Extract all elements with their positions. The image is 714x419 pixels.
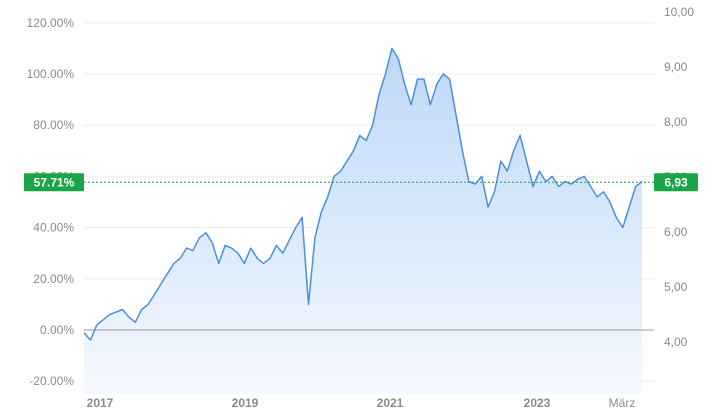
current-percent-badge	[24, 173, 84, 192]
y2-tick-label: 6,00	[664, 225, 688, 239]
y-tick-label: 100.00%	[27, 67, 75, 81]
y-tick-label: 20.00%	[33, 272, 74, 286]
y2-tick-label: 4,00	[664, 335, 688, 349]
series-line	[83, 47, 643, 341]
y-tick-label: -20.00%	[29, 374, 74, 388]
y2-tick-label: 10,00	[664, 5, 694, 19]
y-tick-label: 120.00%	[27, 16, 75, 30]
x-tick-label: März	[609, 396, 636, 410]
y2-tick-label: 9,00	[664, 60, 688, 74]
x-tick-label: 2019	[232, 396, 259, 410]
y-tick-label: 40.00%	[33, 221, 74, 235]
x-tick-label: 2017	[87, 396, 114, 410]
current-price-label: 6,93	[664, 175, 688, 189]
y-tick-label: 0.00%	[40, 323, 74, 337]
x-tick-label: 2023	[524, 396, 551, 410]
current-percent-label: 57.71%	[34, 175, 75, 189]
y2-tick-label: 5,00	[664, 280, 688, 294]
current-price-badge	[654, 173, 698, 192]
y-tick-label: 80.00%	[33, 118, 74, 132]
x-tick-label: 2021	[377, 396, 404, 410]
area-fill	[84, 48, 642, 395]
y2-tick-label: 8,00	[664, 115, 688, 129]
